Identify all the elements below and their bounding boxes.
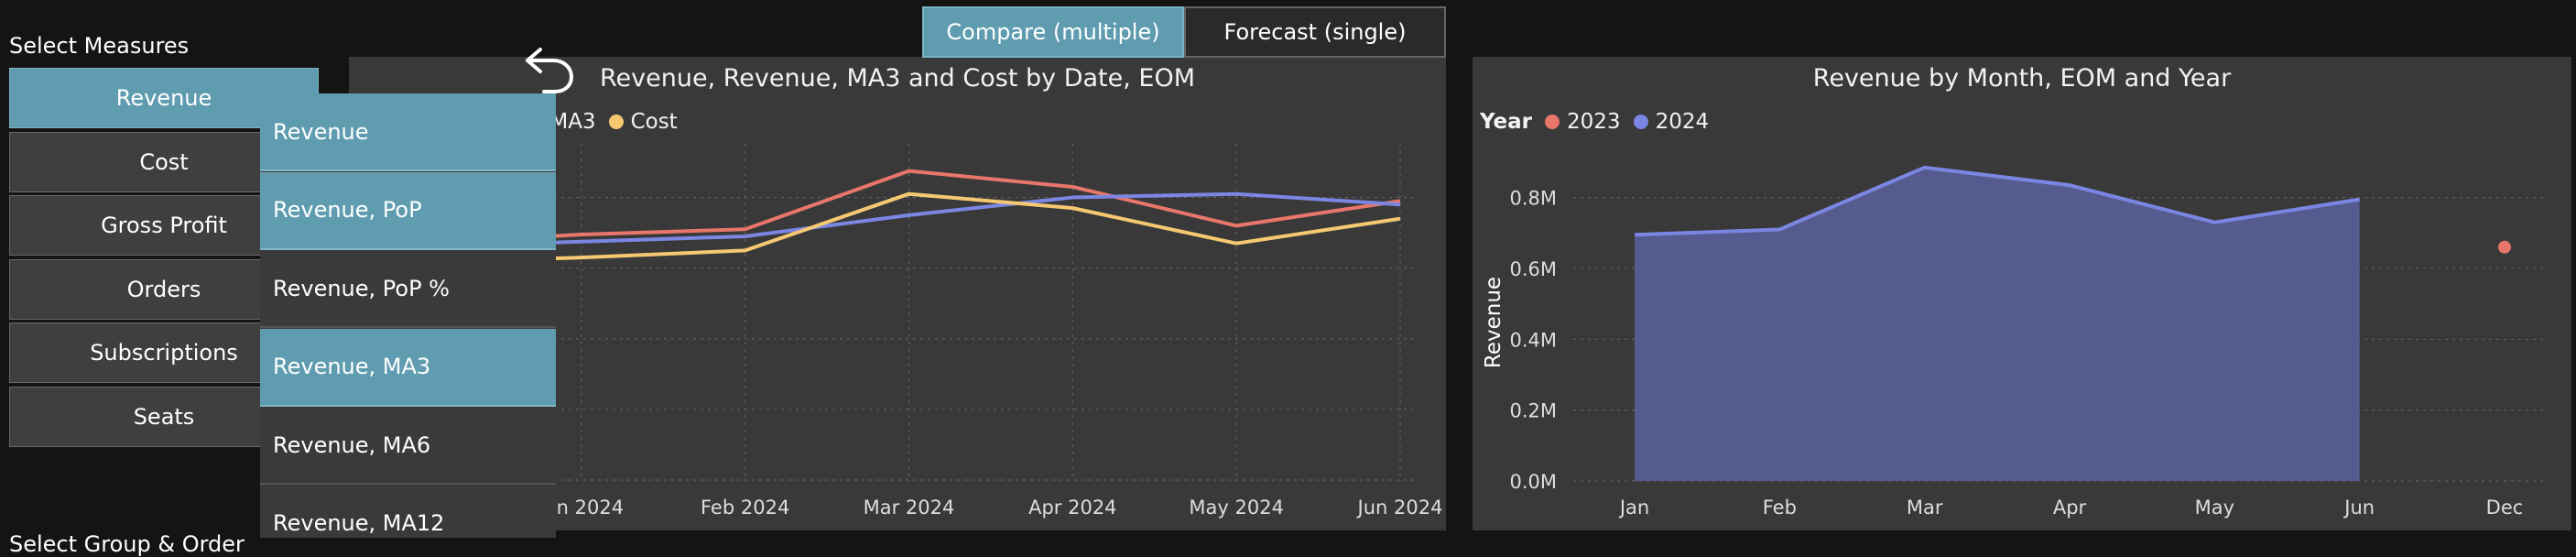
x-tick-label: Apr xyxy=(2053,497,2087,519)
x-tick-label: May xyxy=(2195,497,2234,519)
line-chart-title: Revenue, Revenue, MA3 and Cost by Date, … xyxy=(599,64,1196,93)
x-tick-label: Dec xyxy=(2486,497,2524,519)
legend-dot-2024 xyxy=(1633,115,1648,129)
dropdown-item-revenue-pop-[interactable]: Revenue, PoP % xyxy=(260,250,556,328)
measure-dropdown: Revenue Revenue, PoP Revenue, PoP % Revenue… xyxy=(260,93,556,538)
legend-title: Year xyxy=(1480,110,1533,134)
area-2024 xyxy=(1635,167,2360,482)
legend-entry-2024: 2024 xyxy=(1655,110,1710,134)
series-line-1 xyxy=(417,191,1401,249)
x-tick-label: Apr 2024 xyxy=(1028,497,1116,519)
legend-dot-cost xyxy=(608,115,624,129)
x-tick-label: Feb xyxy=(1763,497,1797,519)
x-tick-label: May 2024 xyxy=(1189,497,1284,519)
back-arrow-icon[interactable] xyxy=(520,40,577,97)
dropdown-item-revenue-pop[interactable]: Revenue, PoP xyxy=(260,171,556,250)
x-tick-label: Feb 2024 xyxy=(701,497,789,519)
y-tick-label: 0.8M xyxy=(1509,188,1557,210)
point-2023-dec xyxy=(2498,240,2511,254)
x-tick-label: Jan xyxy=(1618,497,1649,519)
x-tick-label: Jun 2024 xyxy=(1356,497,1443,519)
legend-dot-2023 xyxy=(1545,115,1560,129)
x-tick-label: Mar 2024 xyxy=(864,497,955,519)
forecast-single-button[interactable]: Forecast (single) xyxy=(1184,6,1446,58)
y-tick-label: 0.0M xyxy=(1509,471,1557,493)
dropdown-item-revenue-ma12[interactable]: Revenue, MA12 xyxy=(260,485,556,538)
area-chart: 0.0M 0.2M 0.4M 0.6M 0.8M Revenue Jan Feb Mar Apr M… xyxy=(1482,165,2544,519)
y-tick-label: 0.6M xyxy=(1509,258,1557,280)
series-line-0 xyxy=(417,169,1401,246)
area-chart-panel: Revenue by Month, EOM and Year Year 2023… xyxy=(1473,57,2571,530)
legend-entry-cost: Cost xyxy=(630,110,678,134)
select-measures-label: Select Measures xyxy=(9,33,190,59)
area-chart-title: Revenue by Month, EOM and Year xyxy=(1812,64,2232,93)
area-chart-legend: Year 2023 2024 xyxy=(1480,110,1709,134)
dropdown-item-revenue-ma6[interactable]: Revenue, MA6 xyxy=(260,407,556,485)
line-chart: Jan 2024 Feb 2024 Mar 2024 Apr 2024 May 2024… xyxy=(349,144,1443,519)
y-tick-label: 0.2M xyxy=(1509,400,1557,422)
dropdown-item-revenue[interactable]: Revenue xyxy=(260,93,556,171)
legend-entry-2023: 2023 xyxy=(1567,110,1621,134)
select-group-label: Select Group & Order xyxy=(9,531,245,557)
x-tick-label: Jun xyxy=(2342,497,2375,519)
series-line-2 xyxy=(417,191,1401,265)
y-tick-label: 0.4M xyxy=(1509,329,1557,351)
dropdown-item-revenue-ma3[interactable]: Revenue, MA3 xyxy=(260,328,556,407)
y-axis-label: Revenue xyxy=(1482,277,1505,368)
x-tick-label: Mar xyxy=(1907,497,1943,519)
line-2024 xyxy=(1634,165,2360,237)
compare-multiple-button[interactable]: Compare (multiple) xyxy=(922,6,1184,58)
